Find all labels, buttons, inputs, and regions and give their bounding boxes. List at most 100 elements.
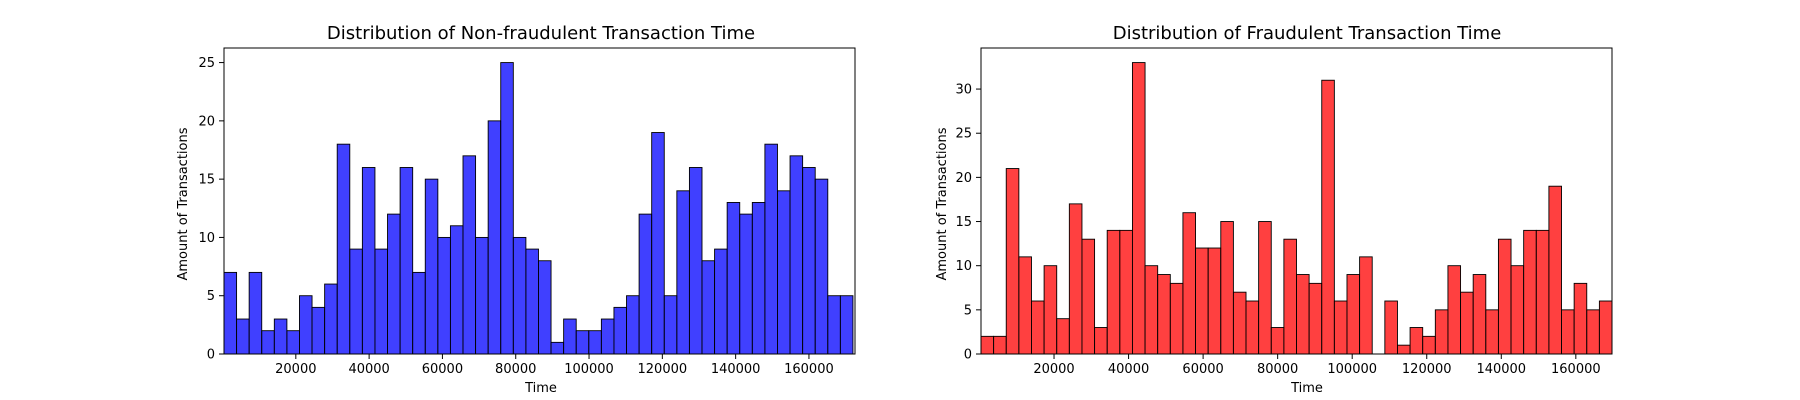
- histogram-bar: [1068, 203, 1083, 355]
- histogram-bar: [223, 271, 238, 355]
- x-axis-ticks: 20000 40000 60000 80000 100000 120000 140000 16…: [1033, 354, 1601, 377]
- histogram-bar: [1245, 300, 1260, 355]
- x-tick-label: 120000: [638, 362, 688, 377]
- histogram-bar: [349, 248, 363, 355]
- histogram-bar: [714, 248, 728, 355]
- histogram-bar: [688, 167, 703, 355]
- histogram-bar: [1422, 335, 1436, 355]
- histogram-bar: [374, 248, 388, 355]
- x-tick-label: 140000: [711, 362, 761, 377]
- x-tick-label: 60000: [422, 362, 463, 377]
- y-tick-label: 15: [198, 173, 215, 188]
- y-tick-label: 5: [207, 289, 215, 304]
- histogram-bar: [538, 260, 552, 355]
- histogram-bar: [777, 190, 791, 355]
- histogram-bar: [1081, 238, 1096, 355]
- x-tick-label: 40000: [348, 362, 389, 377]
- histogram-bar: [802, 167, 816, 355]
- histogram-bar: [361, 167, 376, 355]
- y-tick-label: 0: [964, 348, 972, 363]
- histogram-bar: [399, 167, 414, 355]
- histogram-bar: [1018, 256, 1032, 355]
- histogram-bar: [1384, 300, 1398, 355]
- histogram-bar: [1535, 229, 1550, 355]
- x-tick-label: 20000: [1033, 362, 1074, 377]
- histogram-bar: [1157, 274, 1171, 355]
- y-tick-label: 20: [198, 114, 215, 129]
- x-tick-label: 80000: [1257, 362, 1298, 377]
- y-tick-label: 25: [198, 56, 215, 71]
- x-tick-label: 60000: [1182, 362, 1223, 377]
- histogram-bar: [475, 236, 489, 355]
- histogram-bar: [261, 330, 275, 355]
- y-axis-label: Amount of Transactions: [176, 127, 191, 280]
- histogram-bar: [525, 248, 539, 355]
- x-axis-label: Time: [1290, 381, 1323, 396]
- histogram-bar: [1195, 247, 1209, 355]
- chart-fraudulent: Distribution of Fraudulent Transaction T…: [935, 23, 1613, 396]
- histogram-bar: [1005, 168, 1020, 355]
- x-tick-label: 160000: [784, 362, 834, 377]
- histogram-bar: [1270, 327, 1285, 355]
- histogram-bar: [1548, 185, 1562, 355]
- histogram-bar: [1258, 221, 1272, 355]
- histogram-bar: [412, 271, 426, 355]
- histogram-bar: [676, 190, 690, 355]
- histogram-bar: [311, 306, 326, 355]
- histogram-bar: [1283, 238, 1297, 355]
- histogram-bar: [751, 202, 766, 355]
- histogram-bar: [1119, 229, 1133, 355]
- x-tick-label: 160000: [1551, 362, 1601, 377]
- histogram-bar: [299, 295, 313, 355]
- histogram-bar: [1359, 256, 1373, 355]
- y-axis-label: Amount of Transactions: [935, 127, 950, 280]
- plot-frame: [223, 47, 856, 355]
- histogram-bar: [1144, 265, 1159, 355]
- x-tick-label: 140000: [1476, 362, 1526, 377]
- histogram-bar: [1031, 300, 1045, 355]
- histogram-bar: [980, 335, 995, 355]
- histogram-bar: [1447, 265, 1462, 355]
- chart-title: Distribution of Non-fraudulent Transacti…: [327, 23, 755, 44]
- histogram-bar: [1485, 309, 1499, 355]
- histogram-bar: [324, 283, 338, 355]
- histogram-bar: [701, 260, 716, 355]
- histogram-bar: [1131, 62, 1146, 355]
- x-tick-label: 100000: [564, 362, 614, 377]
- histogram-bar: [1094, 327, 1108, 355]
- histogram-bar: [248, 271, 263, 355]
- y-tick-label: 5: [964, 303, 972, 318]
- histogram-bar: [1561, 309, 1575, 355]
- x-tick-label: 80000: [495, 362, 536, 377]
- histogram-bar: [839, 295, 854, 355]
- histogram-bar: [993, 335, 1007, 355]
- histogram-bar: [613, 306, 627, 355]
- histogram-bar: [1321, 79, 1335, 355]
- histogram-bar: [1220, 221, 1234, 355]
- plot-frame: [980, 47, 1613, 355]
- chart-non-fraudulent: Distribution of Non-fraudulent Transacti…: [176, 23, 856, 396]
- y-axis-ticks: 0 5 10 15 20 25 30: [955, 83, 981, 363]
- histogram-bar: [1573, 282, 1588, 355]
- y-tick-label: 20: [955, 171, 972, 186]
- histogram-bar: [449, 225, 464, 355]
- histogram-bar: [236, 318, 250, 355]
- histogram-bar: [273, 318, 288, 355]
- histogram-bar: [726, 202, 741, 355]
- histogram-bar: [1106, 229, 1121, 355]
- histogram-bar: [487, 120, 502, 355]
- histogram-bar: [500, 62, 514, 355]
- histogram-bar: [1472, 274, 1487, 355]
- histogram-bar: [764, 143, 778, 355]
- histogram-bar: [1460, 291, 1474, 355]
- histogram-bar: [286, 330, 300, 355]
- histogram-bar: [550, 341, 565, 355]
- histogram-bar: [512, 236, 527, 355]
- histogram-bar: [387, 213, 401, 355]
- histogram-bar: [1043, 265, 1058, 355]
- y-tick-label: 10: [955, 259, 972, 274]
- histogram-bar: [1232, 291, 1247, 355]
- bar-group: [223, 62, 854, 355]
- histogram-bar: [814, 178, 829, 355]
